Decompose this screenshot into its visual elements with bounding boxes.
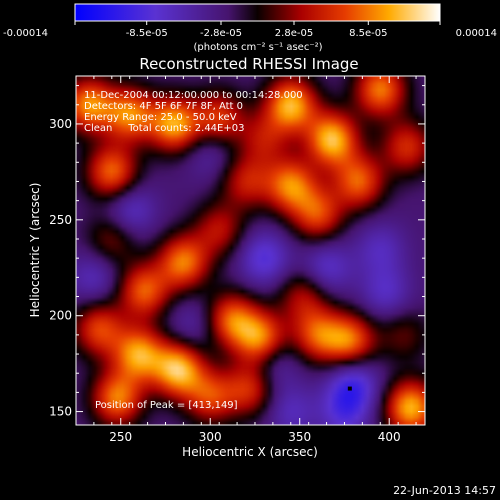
colorbar-tick-label: 0.00014 (456, 28, 497, 39)
marker-dot (347, 386, 352, 391)
colorbar-tick-label: -8.5e-05 (126, 28, 168, 39)
colorbar: -0.00014 -8.5e-05 -2.8e-05 2.8e-05 8.5e-05 0.… (3, 3, 497, 53)
chart-title: Reconstructed RHESSI Image (139, 55, 358, 73)
colorbar-units: (photons cm⁻² s⁻¹ asec⁻²) (193, 42, 322, 53)
annotation-detectors: Detectors: 4F 5F 6F 7F 8F, Att 0 (84, 101, 243, 112)
plot-frame (75, 75, 426, 426)
x-tick-label: 300 (199, 430, 222, 444)
annotation-energy: Energy Range: 25.0 - 50.0 keV (84, 112, 237, 123)
y-tick-label: 250 (49, 213, 72, 227)
colorbar-tick-label: -2.8e-05 (200, 28, 242, 39)
colorbar-gradient (74, 3, 441, 22)
plot-area: 250 300 350 400 150 200 250 300 (49, 75, 426, 444)
x-tick-label: 250 (109, 430, 132, 444)
annotation-time: 11-Dec-2004 00:12:00.000 to 00:14:28.000 (84, 90, 303, 101)
timestamp: 22-Jun-2013 14:57 (393, 484, 496, 497)
x-tick-label: 350 (288, 430, 311, 444)
annotation-counts: Clean Total counts: 2.44E+03 (84, 123, 244, 134)
annotations: 11-Dec-2004 00:12:00.000 to 00:14:28.000… (84, 90, 303, 411)
heatmap-image (76, 76, 425, 425)
y-tick-label: 200 (49, 309, 72, 323)
x-tick-label: 400 (378, 430, 401, 444)
y-axis-label: Heliocentric Y (arcsec) (28, 183, 42, 318)
y-tick-label: 150 (49, 405, 72, 419)
y-tick-label: 300 (49, 117, 72, 131)
colorbar-tick-label: -0.00014 (3, 28, 48, 39)
annotation-peak: Position of Peak = [413,149] (95, 400, 238, 411)
colorbar-tick-label: 8.5e-05 (349, 28, 387, 39)
colorbar-tick-label: 2.8e-05 (275, 28, 313, 39)
x-axis-label: Heliocentric X (arcsec) (182, 445, 318, 459)
